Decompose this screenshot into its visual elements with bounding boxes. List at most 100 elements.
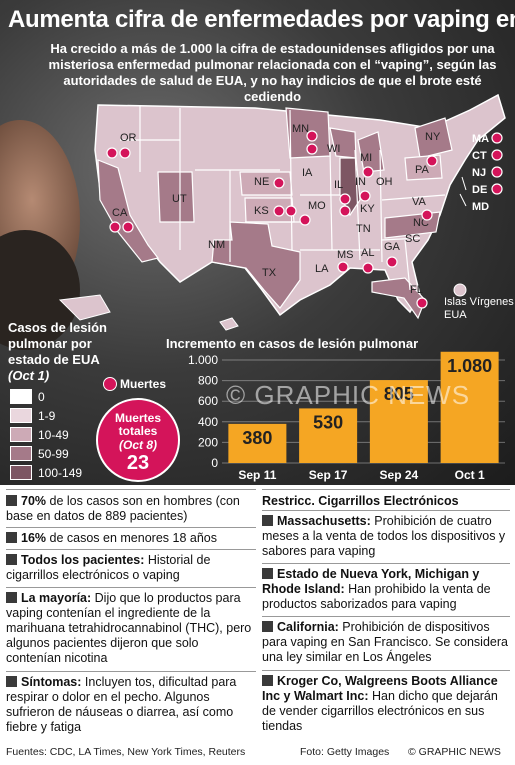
bullet-square-icon bbox=[262, 675, 273, 686]
us-outline bbox=[94, 93, 506, 317]
death-dot-mo bbox=[299, 214, 311, 226]
death-dot-ks-2 bbox=[285, 205, 297, 217]
ne-label-de: DE bbox=[472, 184, 487, 196]
bar-1 bbox=[299, 408, 358, 463]
bar-value-label: 1.080 bbox=[447, 356, 492, 376]
legend-item-3: 50-99 bbox=[10, 446, 69, 461]
state-label-ia: IA bbox=[302, 167, 313, 179]
death-dot-icon bbox=[103, 377, 117, 391]
page-title: Aumenta cifra de enfermedades por vaping… bbox=[8, 6, 515, 33]
rule-left bbox=[6, 489, 256, 490]
x-category-label: Sep 17 bbox=[309, 468, 348, 482]
ne-label-ct: CT bbox=[472, 150, 487, 162]
bullet-square-icon bbox=[6, 495, 17, 506]
state-label-ky: KY bbox=[360, 203, 375, 215]
death-dot-de bbox=[491, 183, 503, 195]
state-labels: OR CA UT NM TX NE KS MN IA MO WI IL MI I… bbox=[112, 123, 441, 296]
legend-swatch-1 bbox=[10, 408, 32, 423]
state-label-ut: UT bbox=[172, 193, 187, 205]
death-dot-va bbox=[421, 209, 433, 221]
death-dot-il-2 bbox=[339, 205, 351, 217]
x-category-label: Oct 1 bbox=[455, 468, 485, 482]
death-dot-or-1 bbox=[106, 147, 118, 159]
x-category-label: Sep 11 bbox=[238, 468, 276, 482]
death-dot-il-1 bbox=[339, 193, 351, 205]
state-label-ga: GA bbox=[384, 241, 401, 253]
legend-swatch-3 bbox=[10, 446, 32, 461]
bar-2 bbox=[369, 380, 428, 463]
state-label-mi: MI bbox=[360, 152, 372, 164]
state-label-mn: MN bbox=[292, 123, 309, 135]
state-label-or: OR bbox=[120, 132, 137, 144]
restrictions-title: Restricc. Cigarrillos Electrónicos bbox=[262, 494, 459, 508]
state-label-ny: NY bbox=[425, 131, 441, 143]
bullet-square-icon bbox=[6, 554, 17, 565]
restriction-0: Massachusetts: Prohibición de cuatro mes… bbox=[262, 514, 506, 558]
hero-panel: Aumenta cifra de enfermedades por vaping… bbox=[0, 0, 515, 485]
death-dot-al bbox=[362, 262, 374, 274]
death-dot-ca-2 bbox=[122, 221, 134, 233]
y-tick-label: 0 bbox=[211, 456, 218, 470]
ne-label-md: MD bbox=[472, 201, 489, 213]
death-markers bbox=[106, 130, 438, 309]
state-label-in: IN bbox=[355, 176, 366, 188]
fact-3: La mayoría: Dijo que lo productos para v… bbox=[6, 591, 252, 665]
bar-value-label: 530 bbox=[313, 412, 343, 432]
death-dot-mn-2 bbox=[306, 143, 318, 155]
hawaii-shape bbox=[219, 317, 239, 331]
state-shade-ut bbox=[157, 171, 195, 223]
restriction-3: Kroger Co, Walgreens Boots Alliance Inc … bbox=[262, 674, 498, 733]
y-tick-label: 200 bbox=[198, 435, 218, 449]
state-label-ks: KS bbox=[254, 205, 269, 217]
death-dot-ct bbox=[491, 149, 503, 161]
state-label-va: VA bbox=[412, 196, 427, 208]
virgin-islands-marker bbox=[453, 283, 467, 297]
death-dot-ga bbox=[386, 256, 398, 268]
ne-label-nj: NJ bbox=[472, 167, 486, 179]
state-label-al: AL bbox=[361, 247, 374, 259]
chart-title: Incremento en casos de lesión pulmonar bbox=[166, 336, 419, 351]
legend-title: Casos de lesión pulmonar por estado de E… bbox=[8, 320, 107, 367]
state-label-la: LA bbox=[315, 263, 329, 275]
restriction-2: California: Prohibición de dispositivos … bbox=[262, 620, 508, 664]
total-deaths-badge: Muertes totales (Oct 8) 23 bbox=[96, 398, 180, 482]
state-label-tn: TN bbox=[356, 223, 371, 235]
state-shade-mi bbox=[357, 131, 385, 173]
legend-swatch-2 bbox=[10, 427, 32, 442]
y-tick-label: 1.000 bbox=[188, 353, 218, 367]
x-category-label: Sep 24 bbox=[380, 468, 419, 482]
rule-right bbox=[262, 489, 510, 490]
death-dot-or-2 bbox=[119, 147, 131, 159]
state-label-il: IL bbox=[334, 179, 343, 191]
state-label-nm: NM bbox=[208, 239, 225, 251]
bullet-square-icon bbox=[262, 621, 273, 632]
y-tick-label: 400 bbox=[198, 415, 218, 429]
fact-1: 16% de casos en menores 18 años bbox=[6, 531, 256, 546]
bar-3 bbox=[440, 351, 499, 463]
state-label-wi: WI bbox=[327, 143, 340, 155]
state-label-ms: MS bbox=[337, 249, 354, 261]
state-shade-ny bbox=[414, 117, 453, 159]
bullet-square-icon bbox=[6, 592, 17, 603]
footer-credit: © GRAPHIC NEWS bbox=[408, 746, 501, 758]
death-dot-ma bbox=[491, 132, 503, 144]
bar-value-label: 805 bbox=[384, 384, 414, 404]
death-dot-ks-1 bbox=[273, 205, 285, 217]
bullet-square-icon bbox=[6, 676, 17, 687]
legend-swatch-0 bbox=[10, 389, 32, 404]
legend-subtitle: (Oct 1) bbox=[8, 368, 50, 383]
bar-value-label: 380 bbox=[242, 428, 272, 448]
us-map: OR CA UT NM TX NE KS MN IA MO WI IL MI I… bbox=[58, 93, 506, 331]
y-tick-label: 800 bbox=[198, 374, 218, 388]
alaska-shape bbox=[58, 294, 111, 321]
ne-leader-lines bbox=[459, 176, 467, 207]
subtitle: Ha crecido a más de 1.000 la cifra de es… bbox=[48, 41, 497, 104]
state-label-ne: NE bbox=[254, 176, 269, 188]
death-dot-ca-1 bbox=[109, 221, 121, 233]
state-shade-wi bbox=[329, 127, 357, 159]
death-dot-nj bbox=[491, 166, 503, 178]
virgin-islands-text: Islas Vírgenes EUA bbox=[444, 296, 514, 321]
bullet-square-icon bbox=[262, 568, 273, 579]
legend-item-4: 100-149 bbox=[10, 465, 82, 480]
bullet-square-icon bbox=[6, 532, 17, 543]
